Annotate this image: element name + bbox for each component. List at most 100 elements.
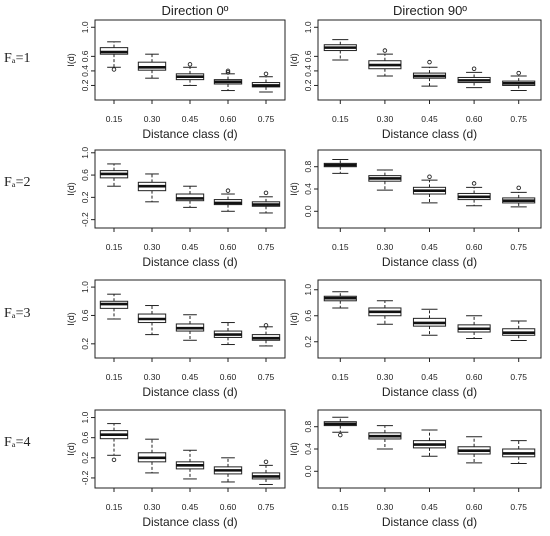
column-title-0: Direction 0º bbox=[162, 3, 229, 18]
x-tick-label: 0.75 bbox=[510, 114, 527, 124]
box-0.15 bbox=[99, 163, 129, 187]
y-axis-label: I(d) bbox=[289, 53, 299, 67]
x-tick-label: 0.45 bbox=[421, 502, 438, 512]
panel-4-1: -0.2 0.2 0.6 1.0 I(d) 0.15 0.30 0.45 0.60 0.75 Dis… bbox=[66, 409, 286, 529]
y-tick-label: 1.0 bbox=[80, 147, 90, 159]
column-title-1: Direction 90º bbox=[393, 3, 467, 18]
y-tick-label: 1.0 bbox=[303, 21, 313, 33]
y-tick-label: 0.2 bbox=[80, 191, 90, 203]
x-tick-label: 0.60 bbox=[220, 502, 237, 512]
column-titles: Direction 0º Direction 90º bbox=[162, 3, 468, 18]
box-0.60 bbox=[457, 181, 491, 207]
box-0.30 bbox=[368, 425, 402, 450]
box-0.15 bbox=[323, 291, 357, 309]
x-tick-label: 0.30 bbox=[144, 242, 161, 252]
x-tick-label: 0.60 bbox=[220, 114, 237, 124]
y-tick-label: 0.4 bbox=[303, 183, 313, 195]
row-labels: Fₐ=1 Fₐ=2 Fₐ=3 Fₐ=4 bbox=[4, 51, 31, 450]
x-tick-label: 0.75 bbox=[258, 114, 275, 124]
x-tick-label: 0.15 bbox=[332, 372, 349, 382]
x-tick-label: 0.75 bbox=[510, 502, 527, 512]
box-0.45 bbox=[412, 429, 447, 457]
panel-4-2: 0.0 0.4 0.8 I(d) 0.15 0.30 0.45 0.60 0.75 Distanc… bbox=[289, 409, 542, 529]
outlier-point bbox=[427, 174, 432, 179]
x-tick-label: 0.15 bbox=[332, 114, 349, 124]
panels: 0.2 0.4 0.6 1.0 I(d) 0.15 0.30 0.45 0.60 0.75 Dist… bbox=[66, 19, 542, 529]
y-tick-label: 0.6 bbox=[80, 432, 90, 444]
box-0.75 bbox=[251, 71, 281, 93]
box-0.45 bbox=[175, 185, 205, 208]
y-tick-label: 0.0 bbox=[303, 465, 313, 477]
x-tick-label: 0.30 bbox=[377, 242, 394, 252]
box-0.45 bbox=[175, 314, 205, 341]
y-tick-label: 0.6 bbox=[303, 310, 313, 322]
outlier-point bbox=[427, 59, 432, 65]
box-0.30 bbox=[368, 300, 402, 325]
y-tick-label: 0.4 bbox=[303, 65, 313, 77]
y-axis-label: I(d) bbox=[289, 312, 299, 326]
outlier-point bbox=[516, 185, 521, 191]
box-0.75 bbox=[251, 323, 281, 347]
box-0.75 bbox=[251, 190, 281, 214]
y-tick-label: -0.2 bbox=[80, 212, 90, 227]
box-0.75 bbox=[502, 320, 536, 341]
box-0.60 bbox=[457, 66, 491, 89]
y-tick-label: 1.0 bbox=[80, 21, 90, 33]
panel-3-2: 0.2 0.6 1.0 I(d) 0.15 0.30 0.45 0.60 0.75 Distanc… bbox=[289, 279, 542, 399]
plot-frame bbox=[94, 279, 286, 359]
outlier-point bbox=[338, 432, 343, 438]
box-0.45 bbox=[412, 59, 447, 87]
x-tick-label: 0.30 bbox=[144, 502, 161, 512]
x-tick-label: 0.15 bbox=[106, 114, 123, 124]
row-label-1: Fₐ=2 bbox=[4, 175, 31, 190]
y-axis-label: I(d) bbox=[66, 53, 76, 67]
box-0.75 bbox=[502, 70, 536, 92]
x-tick-label: 0.30 bbox=[377, 114, 394, 124]
y-tick-label: -0.2 bbox=[80, 470, 90, 485]
x-tick-label: 0.60 bbox=[466, 242, 483, 252]
box-0.60 bbox=[457, 315, 491, 339]
x-tick-label: 0.30 bbox=[144, 372, 161, 382]
box-0.60 bbox=[457, 436, 491, 464]
x-tick-label: 0.30 bbox=[377, 372, 394, 382]
y-axis-label: I(d) bbox=[66, 312, 76, 326]
y-axis-label: I(d) bbox=[289, 182, 299, 196]
outlier-point bbox=[111, 457, 117, 463]
box-0.15 bbox=[323, 416, 357, 438]
outlier-point bbox=[263, 190, 269, 196]
y-tick-label: 0.2 bbox=[303, 79, 313, 91]
x-axis-label: Distance class (d) bbox=[382, 515, 477, 529]
y-axis-label: I(d) bbox=[289, 442, 299, 456]
box-0.60 bbox=[213, 457, 243, 483]
x-tick-label: 0.15 bbox=[332, 242, 349, 252]
y-tick-label: 0.6 bbox=[303, 50, 313, 62]
x-tick-label: 0.30 bbox=[377, 502, 394, 512]
y-tick-label: 0.2 bbox=[80, 79, 90, 91]
x-tick-label: 0.60 bbox=[466, 372, 483, 382]
x-axis-label: Distance class (d) bbox=[382, 127, 477, 141]
y-tick-label: 0.0 bbox=[303, 205, 313, 217]
y-tick-label: 1.0 bbox=[80, 411, 90, 423]
x-tick-label: 0.45 bbox=[182, 372, 199, 382]
box-0.45 bbox=[412, 308, 447, 336]
box-0.45 bbox=[175, 449, 205, 480]
y-tick-label: 0.2 bbox=[80, 452, 90, 464]
box-0.45 bbox=[412, 174, 447, 204]
x-axis-label: Distance class (d) bbox=[382, 255, 477, 269]
outlier-point bbox=[111, 67, 117, 72]
x-tick-label: 0.60 bbox=[466, 502, 483, 512]
box-0.15 bbox=[323, 39, 357, 61]
y-tick-label: 0.8 bbox=[303, 161, 313, 173]
x-tick-label: 0.45 bbox=[421, 242, 438, 252]
outlier-point bbox=[516, 70, 521, 76]
x-tick-label: 0.45 bbox=[421, 114, 438, 124]
x-tick-label: 0.60 bbox=[220, 372, 237, 382]
y-tick-label: 0.4 bbox=[303, 443, 313, 455]
x-tick-label: 0.15 bbox=[106, 242, 123, 252]
box-0.30 bbox=[368, 48, 402, 77]
outlier-point bbox=[225, 68, 231, 74]
outlier-point bbox=[225, 70, 231, 75]
box-0.30 bbox=[137, 438, 167, 474]
x-tick-label: 0.15 bbox=[332, 502, 349, 512]
